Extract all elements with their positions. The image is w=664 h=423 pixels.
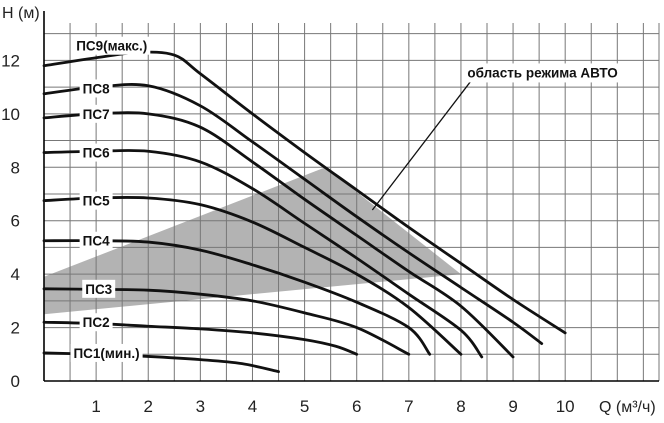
x-tick-label: 4 <box>248 397 257 416</box>
curve-label-4: ПС4 <box>79 231 113 250</box>
y-tick-label: 10 <box>1 105 20 124</box>
curve-label-text: ПС2 <box>83 315 110 330</box>
curve-label-6: ПС6 <box>79 143 113 162</box>
y-tick-label: 6 <box>11 212 20 231</box>
x-tick-label: 3 <box>196 397 205 416</box>
auto-region-label: область режима АВТО <box>464 63 621 83</box>
curve-label-8: ПС8 <box>79 79 113 98</box>
curve-label-background <box>79 104 113 123</box>
curve-label-background <box>79 143 113 162</box>
curve-label-2: ПС2 <box>79 313 113 332</box>
curve-8 <box>42 83 544 345</box>
curve-label-text: ПС5 <box>83 194 110 209</box>
curve-label-background <box>79 79 113 98</box>
y-tick-label: 4 <box>11 265 20 284</box>
curve-label-background <box>79 231 113 250</box>
curve-label-text: ПС4 <box>83 234 110 249</box>
auto-region-label-background <box>464 63 621 83</box>
x-tick-label: 2 <box>144 397 153 416</box>
x-tick-label: 10 <box>556 397 575 416</box>
y-tick-label: 0 <box>11 372 20 391</box>
curve-label-background <box>70 343 143 362</box>
y-axis-label: H (м) <box>2 5 40 22</box>
curve-label-5: ПС5 <box>79 191 113 210</box>
x-tick-label: 7 <box>404 397 413 416</box>
auto-region-label-text: область режима АВТО <box>467 65 617 80</box>
axes <box>43 11 659 382</box>
y-tick-label: 8 <box>11 158 20 177</box>
curve-label-text: ПС7 <box>83 107 110 122</box>
curve-label-text: ПС6 <box>83 146 110 161</box>
x-axis-label: Q (м³/ч) <box>599 399 656 416</box>
curve-label-text: ПС3 <box>85 282 112 297</box>
y-tick-label: 2 <box>11 319 20 338</box>
curve-label-3: ПС3 <box>82 279 116 298</box>
curve-label-background <box>73 36 151 55</box>
x-tick-label: 5 <box>300 397 309 416</box>
grid <box>44 23 660 381</box>
curve-labels: ПС1(мин.) ПС2 ПС3 ПС4 ПС5 ПС6 ПС7 ПС8 ПС9(макс.) <box>70 36 151 362</box>
curve-label-7: ПС7 <box>79 104 113 123</box>
auto-region-pointer <box>371 80 472 211</box>
x-tick-label: 6 <box>352 397 361 416</box>
curve-label-background <box>82 279 116 298</box>
curve-label-text: ПС9(макс.) <box>76 39 147 54</box>
x-tick-label: 1 <box>91 397 100 416</box>
curve-label-background <box>79 313 113 332</box>
curve-label-text: ПС1(мин.) <box>73 346 139 361</box>
curve-7 <box>42 111 515 359</box>
curve-label-9: ПС9(макс.) <box>73 36 151 55</box>
curve-6 <box>42 148 484 359</box>
annotation: область режима АВТО <box>371 63 621 211</box>
curve-label-1: ПС1(мин.) <box>70 343 143 362</box>
x-tick-label: 8 <box>456 397 465 416</box>
y-tick-label: 12 <box>1 51 20 70</box>
x-tick-label: 9 <box>508 397 517 416</box>
curve-label-text: ПС8 <box>83 81 110 96</box>
curve-label-background <box>79 191 113 210</box>
